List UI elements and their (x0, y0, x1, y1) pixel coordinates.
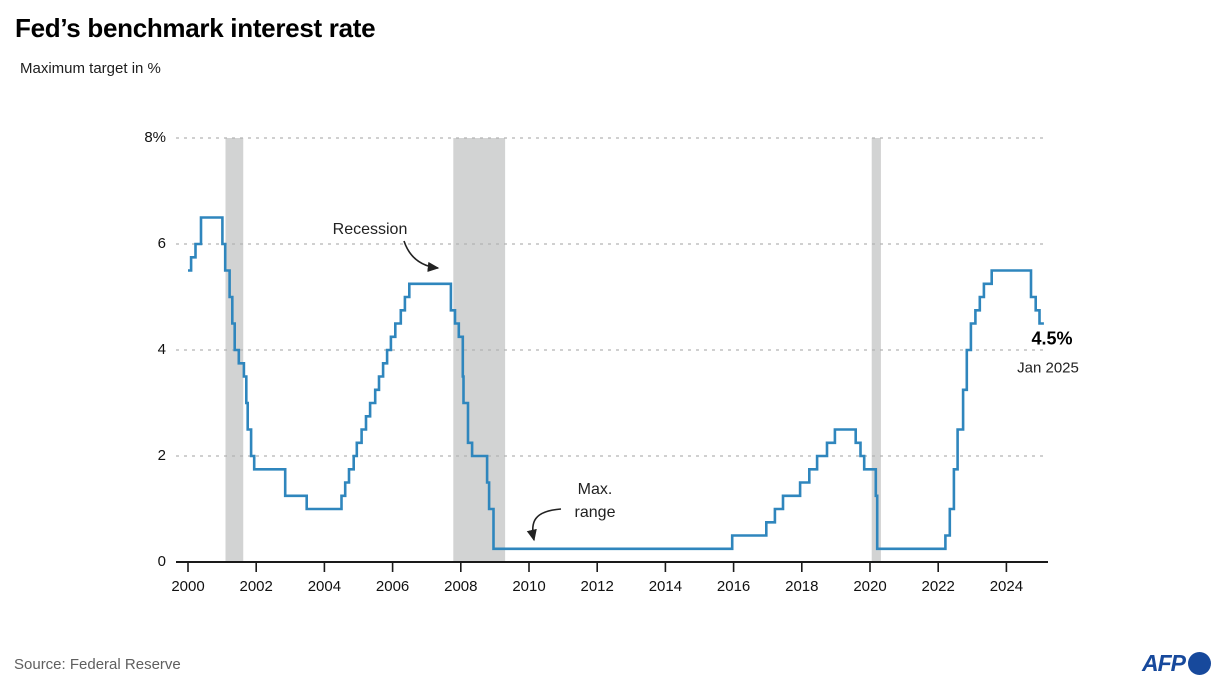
latest-date-label: Jan 2025 (1017, 359, 1079, 377)
chart-subtitle: Maximum target in % (20, 60, 161, 77)
recession-arrow (403, 240, 440, 273)
x-tick-label: 2012 (580, 578, 614, 595)
x-tick-label: 2018 (785, 578, 819, 595)
y-tick-label: 4 (157, 341, 166, 358)
recession-annotation-label: Recession (332, 221, 408, 238)
x-tick-label: 2004 (307, 578, 342, 595)
max-range-arrow (526, 508, 562, 542)
max-range-line2: range (574, 504, 616, 521)
recession-band (871, 138, 881, 562)
x-tick-label: 2008 (444, 578, 478, 595)
x-tick-label: 2024 (989, 578, 1024, 595)
afp-globe-icon (1188, 652, 1211, 675)
max-range-line1: Max. (577, 481, 613, 498)
source-credit: Source: Federal Reserve (14, 656, 181, 673)
y-tick-label: 8% (144, 129, 166, 146)
x-tick-label: 2006 (375, 578, 410, 595)
x-tick-label: 2000 (171, 578, 205, 595)
x-tick-label: 2020 (853, 578, 887, 595)
rate-step-line (188, 216, 1044, 551)
x-tick-label: 2014 (648, 578, 683, 595)
max-range-annotation-label: Max. range (575, 478, 616, 524)
y-tick-label: 2 (157, 447, 166, 464)
x-tick-label: 2002 (239, 578, 273, 595)
afp-logo-text: AFP (1142, 650, 1186, 676)
chart-title: Fed’s benchmark interest rate (15, 13, 376, 43)
y-tick-label: 0 (157, 553, 166, 570)
x-tick-label: 2010 (512, 578, 546, 595)
x-tick-label: 2022 (921, 578, 955, 595)
afp-logo: AFP (1142, 650, 1211, 677)
x-tick-label: 2016 (716, 578, 751, 595)
latest-value-label: 4.5% (1031, 328, 1073, 349)
y-tick-label: 6 (157, 235, 166, 252)
